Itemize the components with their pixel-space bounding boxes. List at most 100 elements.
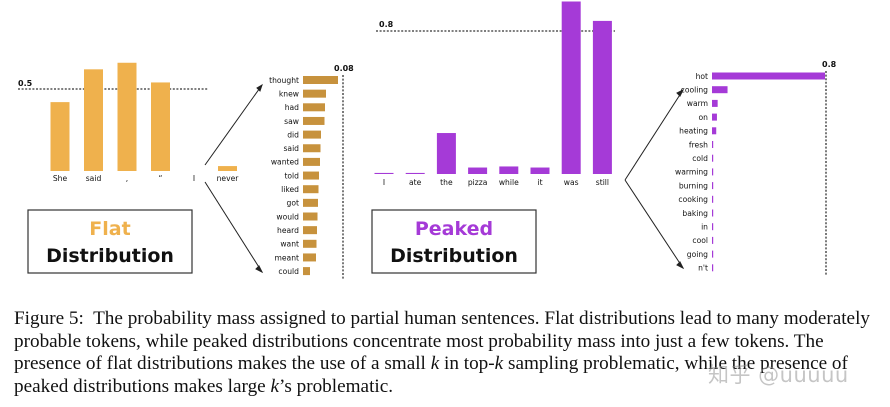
peaked-context-tick-5: it bbox=[537, 178, 542, 187]
flat-context-tick-1: said bbox=[86, 174, 102, 183]
peaked-connector-lower bbox=[625, 180, 683, 268]
flat-next-token-tick-11: heard bbox=[277, 226, 299, 235]
peaked-next-token-tick-10: baking bbox=[682, 209, 708, 218]
peaked-context-bar-5 bbox=[531, 168, 550, 174]
peaked-next-token-bar-11 bbox=[712, 223, 713, 230]
peaked-next-token-bar-7 bbox=[712, 168, 713, 175]
peaked-next-token-bar-6 bbox=[712, 155, 713, 162]
flat-next-token-bar-10 bbox=[303, 213, 318, 221]
flat-context-bar-0 bbox=[51, 102, 70, 171]
peaked-context-bar-0 bbox=[375, 173, 394, 174]
flat-context-tick-3: “ bbox=[159, 174, 163, 183]
flat-next-token-tick-7: told bbox=[284, 171, 299, 180]
flat-next-token-bar-13 bbox=[303, 253, 316, 261]
flat-next-token-tick-13: meant bbox=[274, 253, 299, 262]
flat-next-token-bar-8 bbox=[303, 185, 319, 193]
caption-k-variable: k bbox=[431, 353, 440, 374]
flat-next-token-tick-3: saw bbox=[284, 117, 299, 126]
peaked-context-tick-0: I bbox=[383, 178, 385, 187]
peaked-next-token-tick-8: burning bbox=[679, 181, 708, 190]
peaked-next-token-tick-13: going bbox=[687, 250, 708, 259]
flat-next-token-bar-11 bbox=[303, 226, 317, 234]
peaked-context-tick-7: still bbox=[596, 178, 609, 187]
peaked-next-token-tick-7: warming bbox=[675, 168, 708, 177]
flat-next-token-bar-4 bbox=[303, 131, 321, 139]
flat-next-token-tick-1: knew bbox=[279, 89, 299, 98]
peaked-context-tick-2: the bbox=[440, 178, 453, 187]
flat-box-word2: Distribution bbox=[46, 245, 174, 267]
flat-next-token-bar-12 bbox=[303, 240, 317, 248]
flat-next-token-tick-9: got bbox=[287, 199, 299, 208]
peaked-next-token-bar-13 bbox=[712, 251, 713, 258]
caption-part4: ’s problematic. bbox=[279, 376, 393, 397]
caption-part2: in top- bbox=[444, 353, 495, 374]
peaked-context-tick-4: while bbox=[499, 178, 519, 187]
peaked-next-token-tick-3: on bbox=[699, 113, 709, 122]
peaked-next-token-tick-2: warm bbox=[687, 99, 708, 108]
peaked-next-token-bar-1 bbox=[712, 86, 728, 93]
flat-next-token-tick-6: wanted bbox=[271, 158, 299, 167]
peaked-next-token-bar-4 bbox=[712, 127, 716, 134]
peaked-next-token-tick-9: cooking bbox=[678, 195, 708, 204]
flat-next-token-bar-2 bbox=[303, 103, 325, 111]
flat-next-token-bar-0 bbox=[303, 76, 338, 84]
peaked-context-bar-7 bbox=[593, 21, 612, 174]
peaked-box-word2: Distribution bbox=[390, 245, 518, 267]
flat-next-token-bar-14 bbox=[303, 267, 310, 275]
flat-context-bar-2 bbox=[118, 63, 137, 171]
peaked-next-token-chart: 0.8 hot cooling warm on heating fresh cold warm… bbox=[675, 60, 837, 275]
flat-context-tick-4: I bbox=[193, 174, 195, 183]
flat-next-token-tick-14: could bbox=[278, 267, 299, 276]
flat-next-token-tick-4: did bbox=[287, 130, 299, 139]
flat-connector-arrowhead-upper bbox=[257, 85, 262, 91]
flat-context-bar-3 bbox=[151, 82, 170, 171]
flat-next-token-bar-6 bbox=[303, 158, 320, 166]
flat-next-token-bar-5 bbox=[303, 144, 321, 152]
peaked-connector-arrowhead-lower bbox=[677, 262, 683, 268]
flat-distribution-box: Flat Distribution bbox=[28, 210, 192, 273]
peaked-next-token-bar-0 bbox=[712, 73, 825, 80]
peaked-context-tick-6: was bbox=[564, 178, 579, 187]
flat-next-token-bar-1 bbox=[303, 90, 326, 98]
peaked-context-bar-6 bbox=[562, 2, 581, 175]
peaked-next-token-bar-12 bbox=[712, 237, 713, 244]
caption-label: Figure 5: bbox=[14, 308, 84, 329]
flat-context-tick-5: never bbox=[217, 174, 240, 183]
peaked-next-token-bar-14 bbox=[712, 264, 713, 271]
peaked-distribution-box: Peaked Distribution bbox=[372, 210, 536, 273]
flat-context-tick-0: She bbox=[53, 174, 68, 183]
flat-context-bar-1 bbox=[84, 69, 103, 171]
flat-context-axis-label: 0.5 bbox=[18, 79, 33, 88]
flat-next-token-chart: 0.08 thought knew had saw did said wanted told l… bbox=[269, 64, 354, 280]
peaked-next-token-bar-2 bbox=[712, 100, 718, 107]
peaked-next-token-bar-8 bbox=[712, 182, 713, 189]
peaked-next-token-tick-0: hot bbox=[696, 72, 708, 81]
peaked-connector-upper bbox=[625, 90, 683, 180]
peaked-box-word1: Peaked bbox=[415, 218, 493, 240]
peaked-context-tick-1: ate bbox=[409, 178, 422, 187]
flat-context-tick-2: , bbox=[126, 174, 128, 183]
peaked-next-token-bar-10 bbox=[712, 210, 713, 217]
peaked-next-token-bar-9 bbox=[712, 196, 713, 203]
peaked-next-token-tick-6: cold bbox=[692, 154, 708, 163]
peaked-next-token-tick-11: in bbox=[701, 223, 708, 232]
caption-k-variable-2: k bbox=[495, 353, 504, 374]
flat-next-token-tick-0: thought bbox=[269, 76, 299, 85]
peaked-next-token-bar-3 bbox=[712, 114, 717, 121]
caption-k-variable-3: k bbox=[270, 376, 279, 397]
peaked-next-token-tick-14: n't bbox=[698, 264, 708, 273]
peaked-next-axis-label: 0.8 bbox=[822, 60, 837, 69]
flat-next-token-bar-7 bbox=[303, 172, 319, 180]
peaked-next-token-tick-12: cool bbox=[692, 236, 708, 245]
peaked-next-token-bar-5 bbox=[712, 141, 713, 148]
peaked-next-token-tick-4: heating bbox=[679, 127, 708, 136]
flat-connector-upper bbox=[205, 85, 262, 165]
flat-box-word1: Flat bbox=[89, 218, 130, 240]
peaked-context-bar-3 bbox=[468, 168, 487, 174]
flat-next-token-bar-3 bbox=[303, 117, 325, 125]
flat-connector-lower bbox=[205, 182, 262, 272]
peaked-context-tick-3: pizza bbox=[468, 178, 488, 187]
